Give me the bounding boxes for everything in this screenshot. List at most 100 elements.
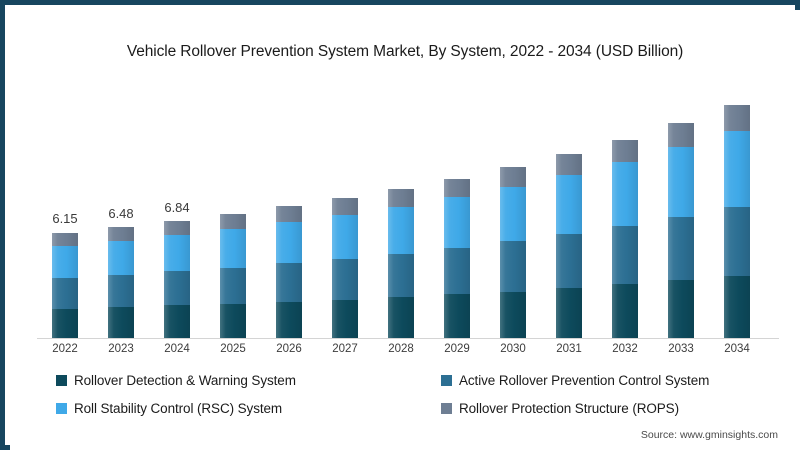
- bar-segment: [500, 291, 526, 338]
- segment-gloss: [220, 213, 246, 230]
- segment-gloss: [276, 301, 302, 338]
- x-axis-tick-labels: 2022 2023 2024 2025 2026 2027 2028 2029 2030 2031…: [37, 343, 779, 363]
- bar-segment: [556, 234, 582, 289]
- legend-item[interactable]: Roll Stability Control (RSC) System: [56, 401, 282, 416]
- legend-label: Roll Stability Control (RSC) System: [74, 401, 283, 416]
- bar-segment: [108, 240, 134, 275]
- stacked-bar[interactable]: [500, 167, 526, 338]
- segment-gloss: [444, 247, 470, 295]
- stacked-bar[interactable]: [52, 232, 78, 338]
- stacked-bar[interactable]: [388, 189, 414, 338]
- bar-segment: [276, 263, 302, 302]
- segment-gloss: [52, 277, 78, 309]
- stacked-bar[interactable]: [724, 105, 750, 338]
- bar-segment: [332, 198, 358, 215]
- x-axis-tick-2028: 2028: [388, 343, 414, 355]
- bar-group: [261, 70, 317, 338]
- legend-item[interactable]: Active Rollover Prevention Control Syste…: [441, 373, 709, 388]
- stacked-bar[interactable]: [556, 154, 582, 338]
- stacked-bar[interactable]: [332, 198, 358, 338]
- bar-segment: [332, 215, 358, 259]
- segment-gloss: [332, 215, 358, 259]
- bar-group: [205, 70, 261, 338]
- segment-gloss: [164, 305, 190, 338]
- chart-canvas: Vehicle Rollover Prevention System Marke…: [10, 10, 800, 450]
- bar-group: [653, 70, 709, 338]
- stacked-bar[interactable]: [668, 123, 694, 338]
- stacked-bar[interactable]: [276, 206, 302, 338]
- x-axis-tick-2024: 2024: [164, 343, 190, 355]
- bar-group: [317, 70, 373, 338]
- bar-segment: [556, 154, 582, 176]
- bar-segment: [164, 271, 190, 306]
- bar-segment: [612, 161, 638, 227]
- bar-group: [373, 70, 429, 338]
- legend-item[interactable]: Rollover Protection Structure (ROPS): [441, 401, 679, 416]
- x-axis-line: [37, 338, 779, 339]
- bar-segment: [108, 274, 134, 307]
- segment-gloss: [668, 280, 694, 338]
- bar-segment: [444, 197, 470, 248]
- segment-gloss: [388, 297, 414, 338]
- legend-swatch-icon: [441, 403, 452, 414]
- bar-segment: [724, 207, 750, 276]
- segment-gloss: [220, 303, 246, 338]
- bar-segment: [220, 213, 246, 230]
- stacked-bar[interactable]: [164, 220, 190, 338]
- legend-item[interactable]: Rollover Detection & Warning System: [56, 373, 296, 388]
- stacked-bar[interactable]: [108, 226, 134, 338]
- segment-gloss: [556, 288, 582, 338]
- bar-group: [597, 70, 653, 338]
- bar-segment: [612, 139, 638, 162]
- bar-group: [709, 70, 765, 338]
- bar-group: 6.84: [149, 70, 205, 338]
- segment-gloss: [332, 258, 358, 300]
- segment-gloss: [500, 241, 526, 292]
- bar-segment: [668, 123, 694, 148]
- segment-gloss: [556, 234, 582, 289]
- segment-gloss: [388, 206, 414, 254]
- bar-segment: [220, 229, 246, 268]
- bar-segment: [500, 241, 526, 292]
- bar-segment: [444, 294, 470, 338]
- bar-segment: [52, 245, 78, 278]
- bar-segment: [388, 206, 414, 254]
- segment-gloss: [668, 217, 694, 281]
- segment-gloss: [164, 220, 190, 236]
- bar-segment: [500, 187, 526, 242]
- bar-segment: [444, 247, 470, 295]
- chart-legend: Rollover Detection & Warning System Activ…: [56, 373, 776, 423]
- bar-segment: [332, 299, 358, 338]
- legend-label: Rollover Detection & Warning System: [74, 373, 296, 388]
- x-axis-tick-2023: 2023: [108, 343, 134, 355]
- bar-segment: [108, 226, 134, 241]
- stacked-bar[interactable]: [220, 213, 246, 338]
- segment-gloss: [612, 226, 638, 285]
- bar-value-label: 6.84: [164, 199, 190, 215]
- bar-segment: [724, 275, 750, 338]
- bar-segment: [276, 206, 302, 223]
- bar-segment: [668, 217, 694, 281]
- segment-gloss: [556, 175, 582, 235]
- segment-gloss: [500, 187, 526, 242]
- bar-segment: [556, 288, 582, 338]
- stacked-bar[interactable]: [444, 178, 470, 338]
- segment-gloss: [276, 222, 302, 264]
- legend-swatch-icon: [56, 375, 67, 386]
- bar-segment: [108, 306, 134, 338]
- bar-segment: [164, 220, 190, 236]
- segment-gloss: [220, 267, 246, 304]
- stacked-bar[interactable]: [612, 139, 638, 338]
- bar-group: [429, 70, 485, 338]
- segment-gloss: [276, 263, 302, 302]
- segment-gloss: [724, 275, 750, 338]
- segment-gloss: [276, 206, 302, 223]
- legend-swatch-icon: [56, 403, 67, 414]
- x-axis-tick-2022: 2022: [52, 343, 78, 355]
- x-axis-tick-2025: 2025: [220, 343, 246, 355]
- segment-gloss: [52, 232, 78, 246]
- bar-segment: [612, 284, 638, 338]
- source-attribution: Source: www.gminsights.com: [640, 429, 778, 441]
- segment-gloss: [444, 197, 470, 248]
